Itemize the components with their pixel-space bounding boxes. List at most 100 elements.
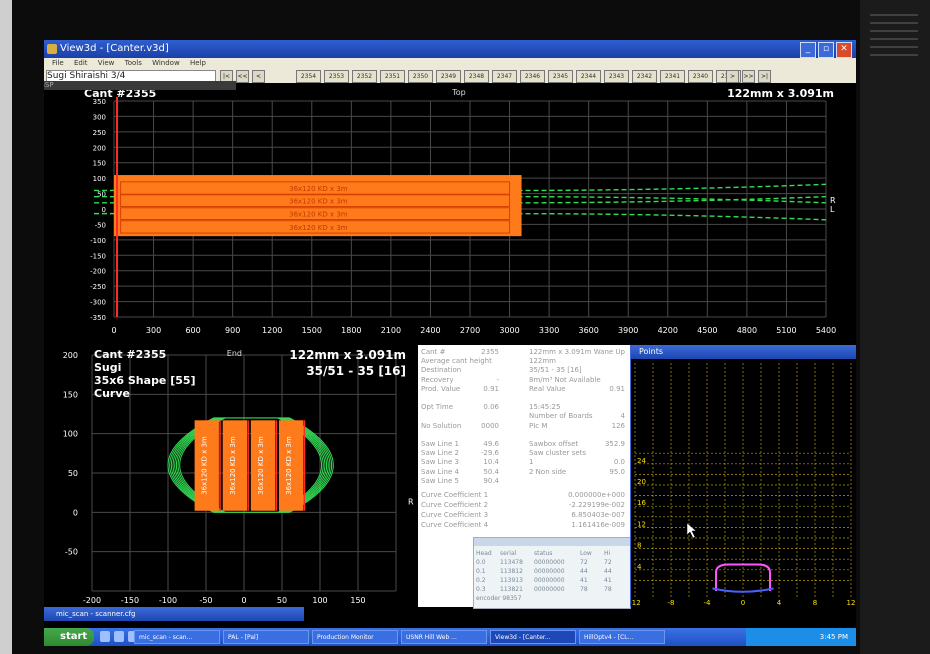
top-cant-label: Cant #2355	[84, 87, 156, 100]
scan-profile-right	[289, 417, 334, 513]
taskbar-button[interactable]: View3d - [Canter...	[490, 630, 576, 644]
curve-coefficient-row: Curve Coefficient 3 6.850403e-007	[421, 511, 625, 519]
nav-prev-fast-button[interactable]: <<	[236, 70, 249, 83]
top-y-tick: -350	[90, 314, 106, 322]
cant-history-button[interactable]: 2340	[688, 70, 713, 83]
info-k: Recovery	[421, 375, 454, 384]
cant-history-button[interactable]: 2352	[352, 70, 377, 83]
quick-launch	[100, 631, 138, 642]
end-size-label: 122mm x 3.091m	[289, 348, 406, 362]
start-button[interactable]: start	[44, 628, 94, 646]
cant-history-button[interactable]: 2349	[436, 70, 461, 83]
points-plot: 24 20 16 12 8 4 -12 -8 -4 0 4 8 12	[631, 363, 855, 607]
points-y-tick: 12	[637, 520, 646, 528]
scan-line-right	[509, 183, 827, 192]
maximize-button[interactable]: ▫	[818, 42, 834, 58]
scanner-config-window[interactable]: mic_scan - scanner.cfg	[44, 607, 304, 621]
cant-history-button[interactable]: 2343	[604, 70, 629, 83]
taskbar-button[interactable]: USNR Hill Web ...	[401, 630, 487, 644]
top-x-tick: 3300	[539, 326, 559, 335]
quick-launch-icon[interactable]	[100, 631, 110, 642]
top-view-plot: 0 300 600 900 1200 1500 1800 2100 2400 2700 3000 33…	[84, 87, 836, 335]
points-y-tick: 8	[637, 542, 641, 550]
cant-history-button[interactable]: 2354	[296, 70, 321, 83]
top-y-tick: 250	[93, 129, 106, 137]
scan-line-right	[509, 195, 827, 204]
minimize-button[interactable]: _	[800, 42, 816, 58]
taskbar-button[interactable]: mic_scan - scan...	[134, 630, 220, 644]
points-window-titlebar[interactable]: Points	[631, 345, 856, 359]
board-outline	[120, 181, 511, 195]
taskbar-button[interactable]: HillOptv4 - [CL...	[579, 630, 665, 644]
pattern-label: 35/51 - 35 [16]	[306, 364, 406, 378]
end-board-label: 36x120 KD x 3m	[201, 436, 209, 495]
scan-line-right	[509, 195, 827, 204]
cant-history-button[interactable]: 2353	[324, 70, 349, 83]
menu-tools[interactable]: Tools	[124, 59, 142, 67]
quick-launch-icon[interactable]	[114, 631, 124, 642]
top-x-tick: 0	[111, 326, 116, 335]
cant-history-button[interactable]: 2346	[520, 70, 545, 83]
taskbar-button[interactable]: PAL - [Pal]	[223, 630, 309, 644]
cant-history-button[interactable]: 2345	[548, 70, 573, 83]
scanner-row: 0.1 113812 00000000 44 44	[476, 568, 612, 575]
top-view-label: Top	[451, 88, 466, 97]
top-x-tick: 4800	[737, 326, 757, 335]
top-x-tick: 1500	[302, 326, 322, 335]
menu-window[interactable]: Window	[152, 59, 180, 67]
nav-first-button[interactable]: |<	[220, 70, 233, 83]
top-y-tick: -150	[90, 252, 106, 260]
info-v2: 8m/m³ Not Available	[529, 375, 601, 384]
taskbar-tasks: mic_scan - scan... PAL - [Pal] Production …	[134, 630, 665, 644]
cant-profile-shape	[715, 563, 771, 591]
scanner-row: 0.3 113821 00000000 78 78	[476, 586, 612, 593]
info-v2: Saw cluster sets	[529, 449, 587, 458]
cant-history-button[interactable]: 2351	[380, 70, 405, 83]
points-y-tick: 16	[637, 499, 646, 507]
end-x-tick: -200	[83, 596, 101, 605]
menu-file[interactable]: File	[52, 59, 64, 67]
nav-prev-button[interactable]: <	[252, 70, 265, 83]
info-v: 2355	[481, 348, 499, 356]
info-v2: Real Value	[529, 384, 566, 393]
end-board	[194, 420, 219, 511]
close-button[interactable]: ✕	[836, 42, 852, 58]
cant-history-button[interactable]: 2341	[660, 70, 685, 83]
curve-coefficient-row: Curve Coefficient 1 0.000000e+000	[421, 491, 625, 499]
top-y-tick: 300	[93, 113, 106, 121]
taskbar-button[interactable]: Production Monitor	[312, 630, 398, 644]
info-v2: 122mm	[529, 357, 556, 366]
top-x-tick: 600	[185, 326, 200, 335]
nav-next-button[interactable]: >	[726, 70, 739, 83]
status-strip: SSSP	[44, 81, 236, 90]
info-k: No Solution	[421, 421, 462, 430]
cant-history-button[interactable]: 2344	[576, 70, 601, 83]
curve-label: Curve	[94, 387, 130, 400]
cant-history-button[interactable]: 2347	[492, 70, 517, 83]
nav-next-fast-button[interactable]: >>	[742, 70, 755, 83]
info-row: Number of Boards 4	[421, 412, 627, 421]
nav-last-button[interactable]: >|	[758, 70, 771, 83]
end-view-label: End	[227, 349, 242, 358]
scanner-window-titlebar[interactable]	[474, 538, 630, 546]
top-y-tick: -100	[90, 237, 106, 245]
scanner-status-window[interactable]: Head serial status Low Hi 0.0 113478 00000000 72…	[473, 537, 631, 609]
info-row: Prod. Value 0.91 Real Value 0.91	[421, 385, 627, 394]
menu-view[interactable]: View	[97, 59, 115, 67]
points-window[interactable]: Points 24 20 16 12 8 4 -12 -8 -4 0 4 8 12	[630, 345, 856, 607]
info-k: Saw Line 2	[421, 449, 459, 458]
cant-history-button[interactable]: 2348	[464, 70, 489, 83]
menu-edit[interactable]: Edit	[73, 59, 88, 67]
quick-launch-icon[interactable]	[128, 631, 138, 642]
top-size-label: 122mm x 3.091m	[727, 87, 834, 100]
info-row: Cant # 2355 122mm x 3.091m Wane Up	[421, 348, 627, 357]
cant-history-button[interactable]: 2342	[632, 70, 657, 83]
end-board-label: 36x120 KD x 3m	[229, 436, 237, 495]
menubar: File Edit View Tools Window Help	[44, 58, 856, 69]
info-v: 0.91	[483, 384, 499, 393]
info-k: Saw Line 5	[421, 476, 459, 485]
cant-history-button[interactable]: 2350	[408, 70, 433, 83]
menu-help[interactable]: Help	[189, 59, 206, 67]
window-titlebar[interactable]: View3d - [Canter.v3d] _ ▫ ✕	[44, 40, 856, 58]
top-y-tick: 50	[97, 191, 106, 199]
